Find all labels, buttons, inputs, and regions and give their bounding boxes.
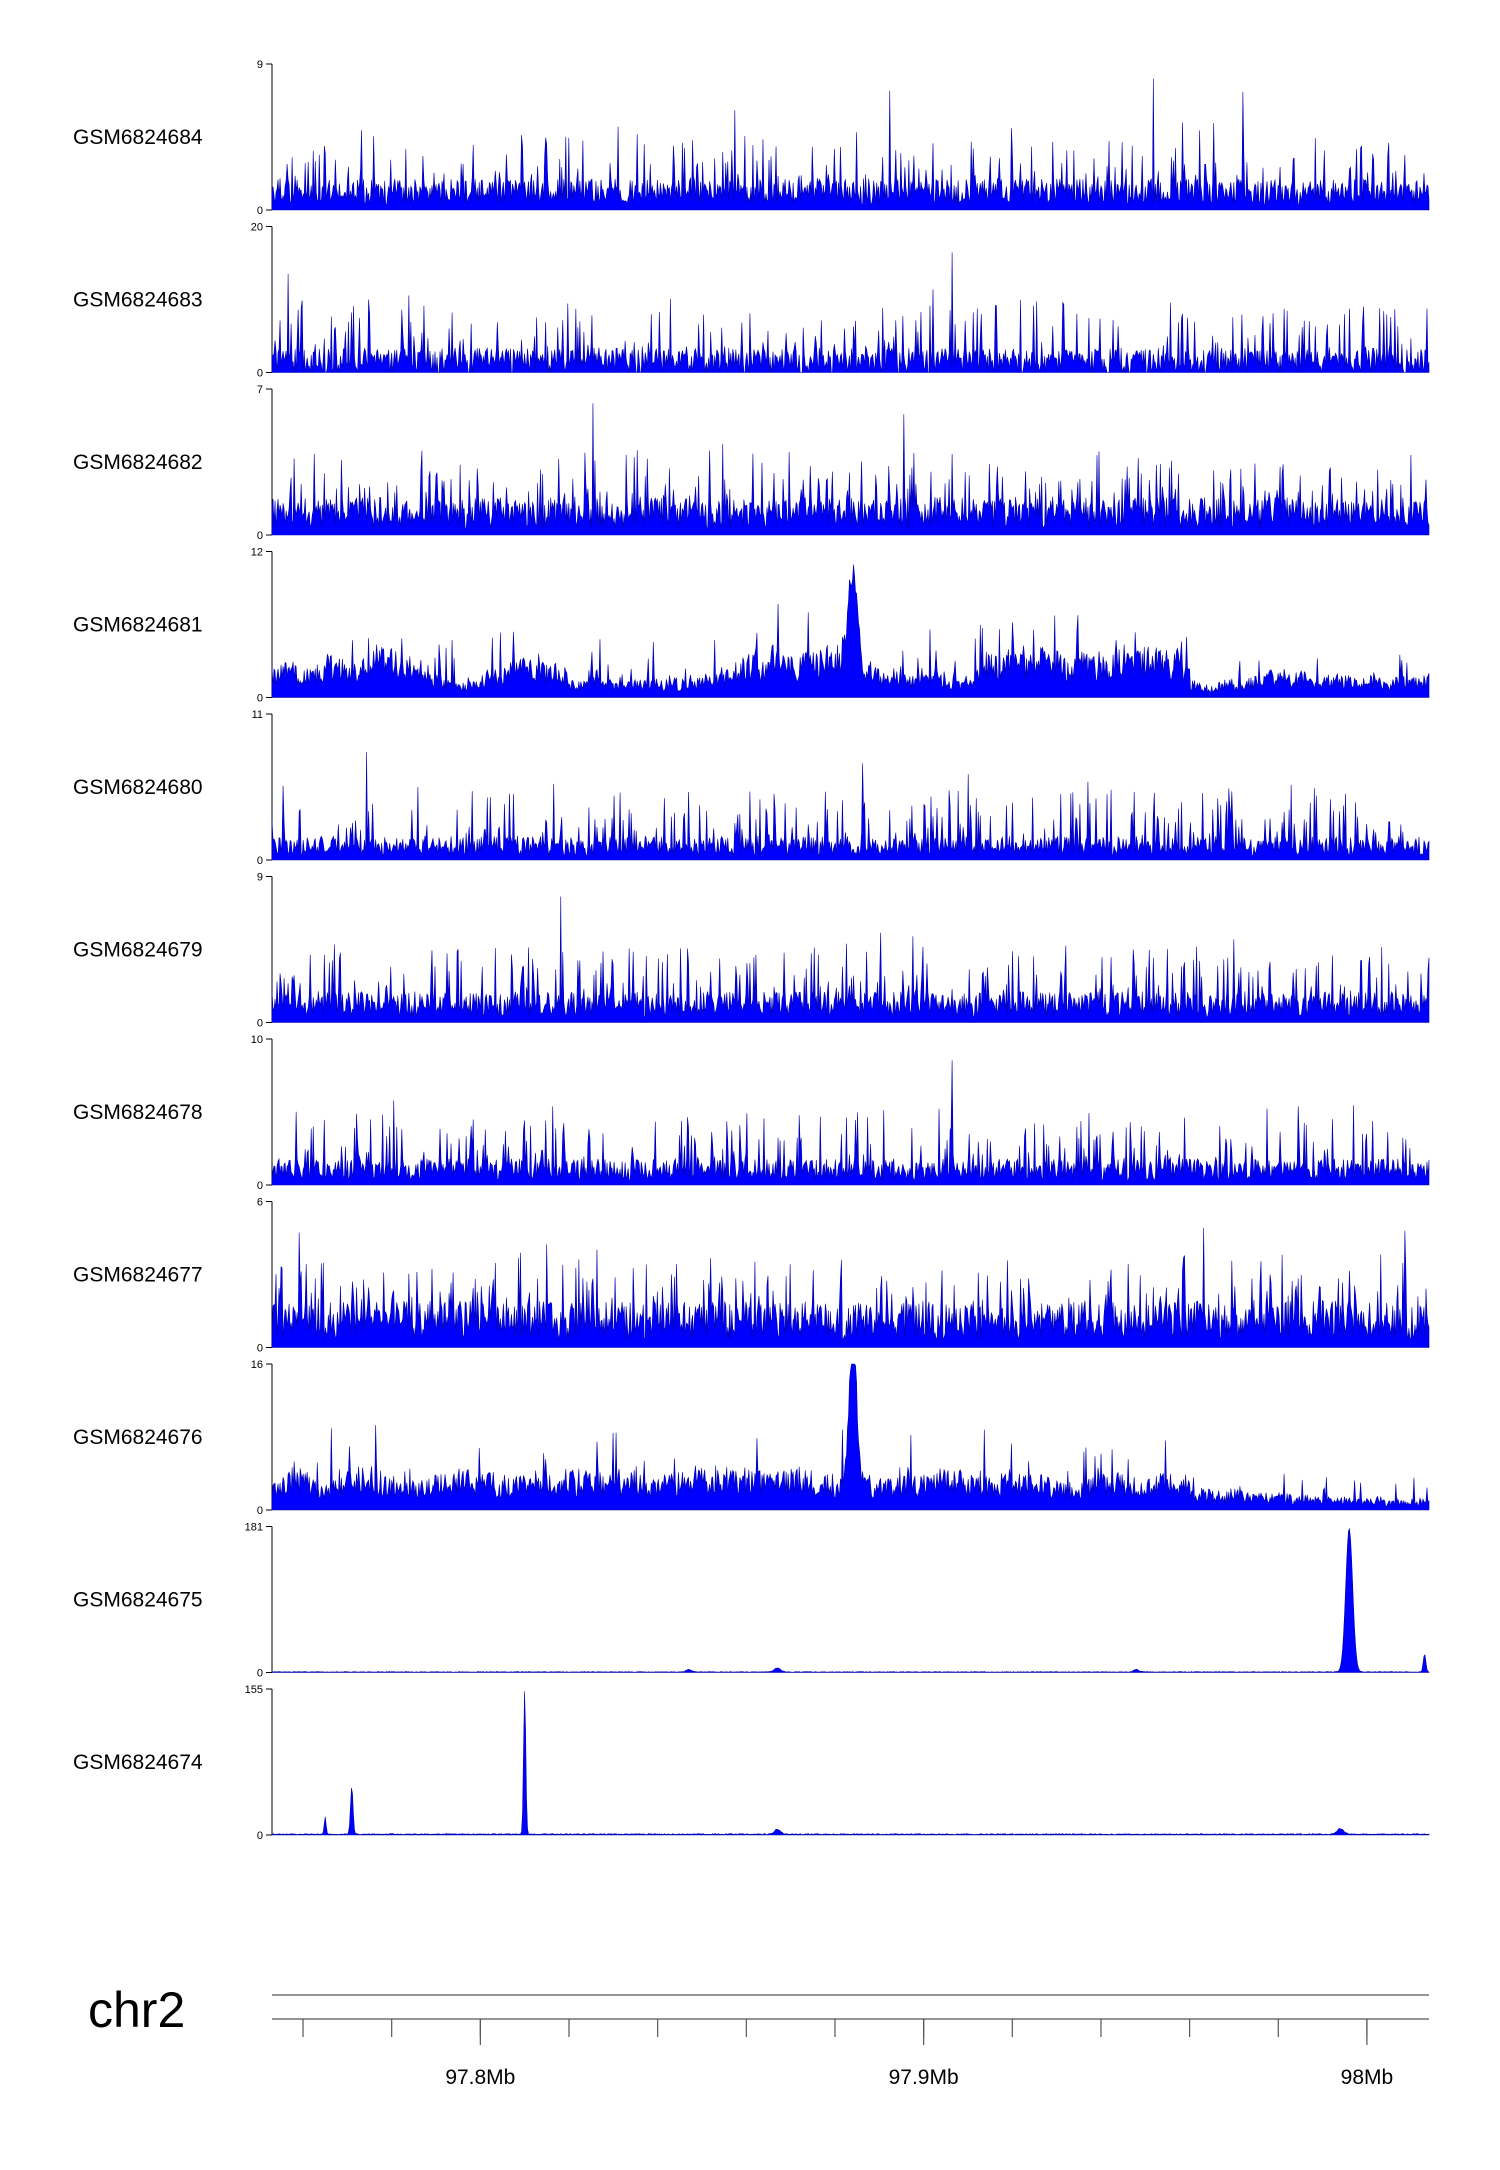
y-tick-label-min: 0 [257,1830,263,1842]
track-label: GSM6824677 [73,1264,203,1287]
track-gsm6824684: GSM6824684 9 0 [73,59,1430,217]
y-tick-label-max: 16 [251,1359,263,1371]
track-gsm6824681: GSM6824681 12 0 [73,547,1430,705]
y-tick-label-min: 0 [257,530,263,542]
signal-area [271,78,1430,211]
y-tick-label-min: 0 [257,1343,263,1355]
signal-area [271,1691,1430,1836]
y-tick-label-max: 20 [251,222,263,234]
track-gsm6824678: GSM6824678 10 0 [73,1034,1430,1192]
track-gsm6824675: GSM6824675 181 0 [73,1522,1430,1680]
y-tick-label-max: 10 [251,1034,263,1046]
track-gsm6824682: GSM6824682 7 0 [73,384,1430,542]
track-label: GSM6824684 [73,126,203,149]
track-gsm6824680: GSM6824680 11 0 [73,709,1430,867]
y-tick-label-min: 0 [257,368,263,380]
signal-area [271,1227,1430,1348]
track-gsm6824676: GSM6824676 16 0 [73,1359,1430,1517]
track-label: GSM6824678 [73,1101,203,1124]
axis-tick-label: 98Mb [1341,2066,1394,2089]
track-label: GSM6824679 [73,939,203,962]
signal-area [271,1527,1430,1673]
track-label: GSM6824676 [73,1426,203,1449]
signal-area [271,1363,1430,1511]
y-tick-label-min: 0 [257,205,263,217]
track-label: GSM6824674 [73,1751,203,1774]
y-tick-label-min: 0 [257,1668,263,1680]
track-label: GSM6824682 [73,451,203,474]
y-tick-label-max: 9 [257,59,263,71]
y-tick-label-max: 12 [251,547,263,559]
signal-area [271,896,1430,1023]
track-label: GSM6824681 [73,614,203,637]
signal-area [271,252,1430,373]
track-gsm6824679: GSM6824679 9 0 [73,872,1430,1030]
chromosome-label: chr2 [88,1982,185,2038]
y-tick-label-min: 0 [257,693,263,705]
axis-tick-label: 97.9Mb [889,2066,959,2089]
axis-tick-label: 97.8Mb [445,2066,515,2089]
y-tick-label-max: 7 [257,384,263,396]
y-tick-label-min: 0 [257,1180,263,1192]
y-tick-label-max: 11 [252,709,263,721]
y-tick-label-max: 6 [257,1197,263,1209]
track-gsm6824683: GSM6824683 20 0 [73,222,1430,380]
track-gsm6824677: GSM6824677 6 0 [73,1197,1430,1355]
signal-area [271,752,1430,861]
y-tick-label-min: 0 [257,1018,263,1030]
y-tick-label-max: 9 [257,872,263,884]
y-tick-label-min: 0 [257,1505,263,1517]
signal-area [271,403,1430,536]
y-tick-label-max: 155 [245,1684,263,1696]
y-tick-label-max: 181 [245,1522,263,1534]
tracks-panel: GSM682468490GSM6824683200GSM682468270GSM… [73,59,1430,1842]
signal-area [271,564,1430,698]
genome-axis: chr2 97.8Mb 97.9Mb 98Mb [88,1982,1429,2089]
track-gsm6824674: GSM6824674 155 0 [73,1684,1430,1842]
y-tick-label-min: 0 [257,855,263,867]
track-label: GSM6824683 [73,289,203,312]
track-label: GSM6824680 [73,776,203,799]
signal-area [271,1060,1430,1186]
track-label: GSM6824675 [73,1589,203,1612]
